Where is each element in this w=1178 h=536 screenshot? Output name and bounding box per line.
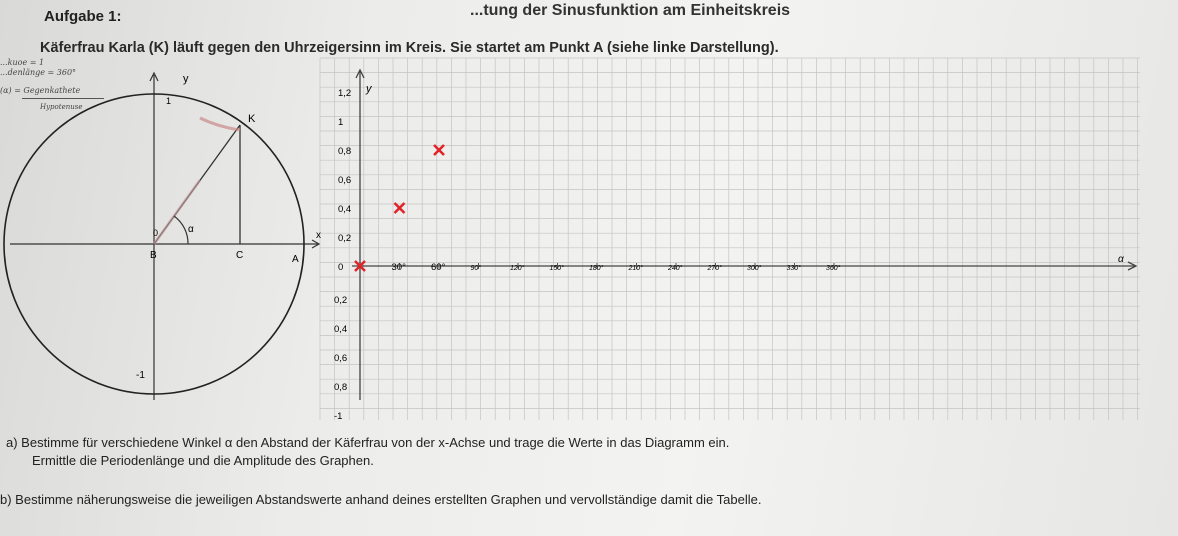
worksheet-title: ...tung der Sinusfunktion am Einheitskre… — [470, 2, 791, 19]
angle-alpha-label: α — [188, 224, 194, 235]
chart-x-tick-label: 210° — [628, 264, 644, 272]
chart-y-tick-label: -1 — [334, 411, 342, 422]
y-arrow — [149, 71, 159, 82]
chart-x-tick-label: 60° — [431, 262, 446, 273]
pink-marker — [152, 179, 202, 245]
chart-x-tick-label: 90° — [471, 264, 482, 272]
chart-x-tick-label: 360° — [826, 264, 841, 272]
chart-y-tick-label: 0,8 — [338, 146, 351, 157]
question-b: b) Bestimme näherungsweise die jeweilige… — [0, 492, 762, 507]
note-fraction-bar — [22, 98, 104, 99]
chart-x-axis-label: α — [1118, 254, 1124, 265]
note-radius: ...kuoe = 1 — [0, 58, 45, 67]
chart-y-tick-label: 0,2 — [338, 233, 351, 244]
chart-grid — [319, 57, 1140, 420]
point-c-label: C — [236, 250, 243, 261]
question-a-line2: Ermittle die Periodenlänge und die Ampli… — [32, 453, 374, 468]
point-a-label: A — [292, 254, 299, 265]
circle-x-label: x — [316, 230, 321, 241]
chart-point-marker — [433, 144, 445, 156]
chart-x-tick-label: 180° — [589, 264, 604, 272]
point-b-label: B — [150, 250, 157, 261]
note-sine-numerator: (α) = Gegenkathete — [0, 86, 81, 95]
chart-y-tick-label: 1 — [338, 117, 343, 128]
unit-circle-figure: y x 1 K α 0 B C A -1 — [3, 71, 321, 400]
chart-point-marker — [393, 202, 406, 214]
arc-marker — [199, 116, 241, 132]
unit-circle — [3, 93, 305, 395]
point-k-label: K — [248, 113, 256, 125]
chart-x-tick-label: 240° — [667, 264, 683, 272]
chart-y-tick-label: 0,4 — [338, 204, 351, 215]
chart-y-tick-label: 0,6 — [334, 353, 347, 364]
note-arc-length: ...denlänge = 360° — [0, 68, 77, 77]
chart-y-tick-label: 0,6 — [338, 175, 351, 186]
chart-point-stroke — [433, 144, 445, 156]
question-a-line1: a) Bestimme für verschiedene Winkel α de… — [6, 435, 730, 450]
chart-y-axis-label: y — [365, 83, 373, 95]
circle-minus-one-label: -1 — [136, 370, 145, 381]
chart-x-tick-label: 300° — [747, 264, 762, 272]
chart-x-arrow — [1127, 261, 1138, 271]
note-sine-denominator: Hypotenuse — [40, 103, 83, 111]
chart-y-tick-label: 0 — [338, 262, 343, 273]
task-intro: Käferfrau Karla (K) läuft gegen den Uhrz… — [40, 40, 779, 56]
circle-one-label: 1 — [166, 96, 171, 106]
chart-x-tick-label: 330° — [787, 264, 802, 272]
circle-origin-label: 0 — [153, 228, 158, 238]
chart-point-stroke — [393, 202, 406, 214]
task-label: Aufgabe 1: — [44, 8, 122, 25]
chart-point-stroke — [354, 260, 366, 272]
chart-y-tick-label: 0,4 — [334, 324, 347, 335]
chart-x-tick-label: 270° — [707, 264, 723, 272]
chart-y-tick-label: 1,2 — [338, 88, 351, 99]
chart-x-tick-label: 30° — [392, 262, 407, 273]
chart-y-tick-label: 0,2 — [334, 295, 347, 306]
chart-x-tick-label: 120° — [510, 264, 525, 272]
x-arrow — [311, 239, 321, 249]
chart-point-marker — [354, 260, 366, 272]
chart-y-tick-label: 0,8 — [334, 382, 347, 393]
sine-chart: y α 1,2 1 0,8 0,6 0,4 0,2 0 0,2 0,4 0,6 0,8 -1 30° 60° 9… — [334, 68, 1138, 422]
chart-y-arrow — [355, 68, 365, 79]
chart-x-tick-label: 150° — [550, 264, 565, 272]
alpha-arc — [173, 215, 189, 245]
circle-y-label: y — [183, 73, 189, 85]
